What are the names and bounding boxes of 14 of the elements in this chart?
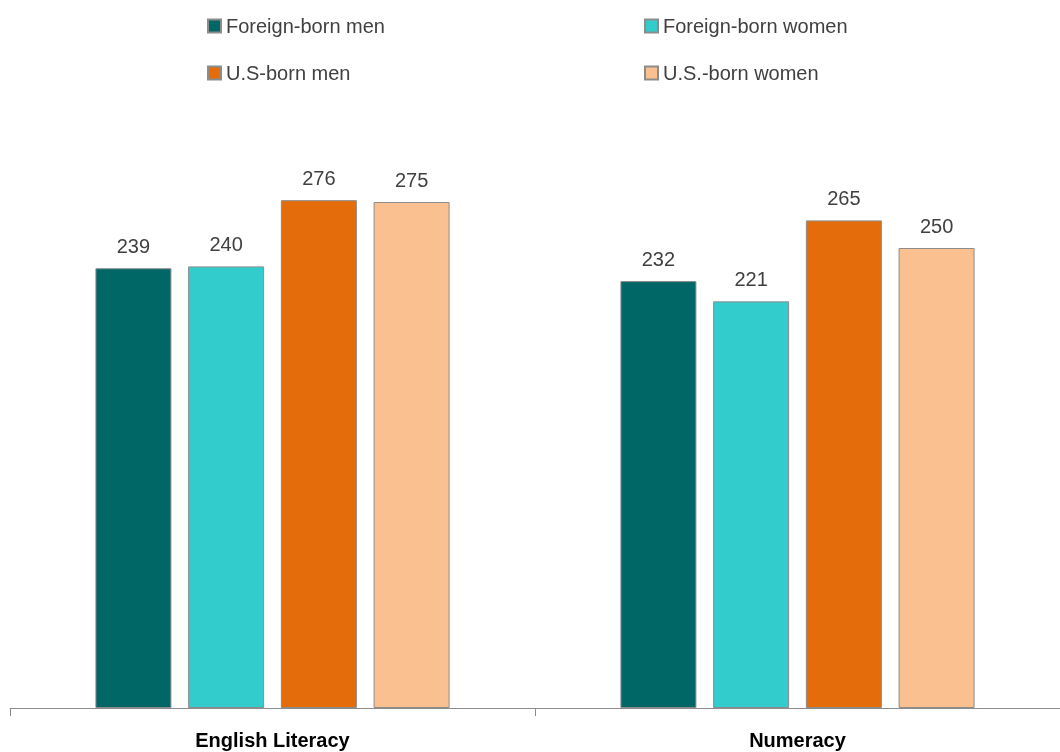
data-label: 232: [641, 248, 676, 271]
data-label: 250: [919, 215, 954, 237]
data-label: 275: [394, 169, 429, 191]
x-tick-label: Numeracy: [749, 729, 847, 751]
data-label: 239: [116, 235, 151, 258]
legend-label: Foreign-born men: [226, 15, 385, 37]
legend-label: U.S.-born women: [663, 62, 819, 84]
legend-label: U.S-born men: [226, 62, 351, 84]
data-label: 240: [209, 233, 243, 256]
data-label: 265: [827, 187, 861, 210]
data-label: 276: [302, 167, 336, 190]
x-tick-label: English Literacy: [195, 729, 351, 751]
data-label: 221: [734, 268, 768, 291]
legend-label: Foreign-born women: [663, 15, 848, 37]
